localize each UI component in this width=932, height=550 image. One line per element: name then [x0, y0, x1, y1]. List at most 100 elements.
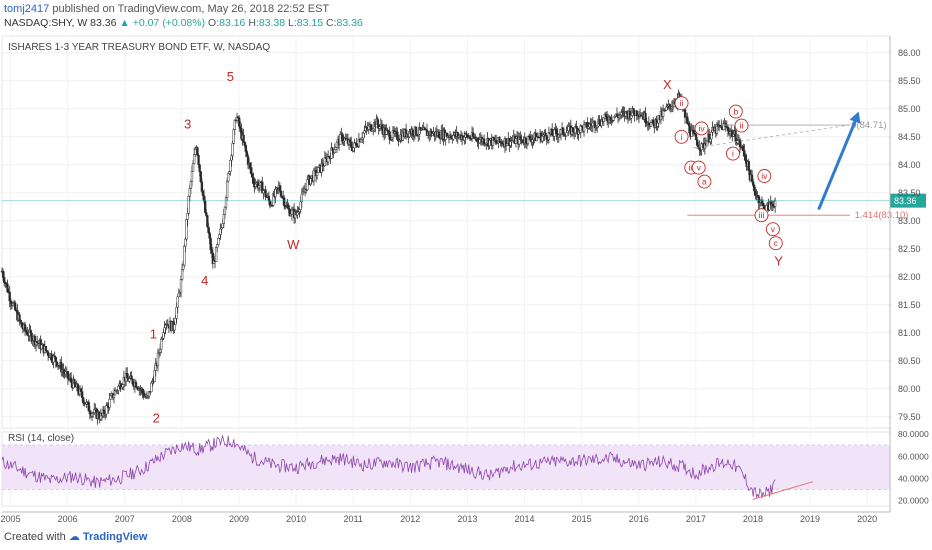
candle-up [565, 132, 568, 137]
candle-down [771, 203, 775, 207]
candle-down [593, 121, 597, 129]
time-tick-label: 2008 [172, 514, 192, 524]
candle-up [112, 394, 116, 399]
wave-circle-label: ii [740, 121, 744, 131]
candle-up [217, 238, 220, 245]
candle-up [478, 139, 481, 144]
candle-down [3, 277, 6, 283]
close-value: 83.36 [336, 17, 363, 29]
candle-up [514, 138, 518, 144]
candle-up [316, 172, 319, 176]
candle-up [567, 126, 570, 132]
candle-up [710, 132, 713, 140]
candle-down [251, 173, 254, 178]
candle-up [190, 171, 194, 182]
candle-down [267, 195, 271, 201]
candle-down [750, 174, 754, 182]
candle-up [109, 395, 112, 400]
candle-down [471, 132, 475, 138]
wave-label: 5 [227, 69, 234, 84]
author-link[interactable]: tomj2417 [4, 3, 50, 15]
candle-up [359, 139, 363, 143]
candle-down [279, 190, 283, 197]
candle-down [615, 113, 619, 117]
candle-up [108, 398, 111, 408]
wave-circle-label: v [697, 163, 702, 173]
candle-down [414, 126, 418, 136]
time-tick-label: 2007 [115, 514, 135, 524]
close-label: C: [325, 17, 337, 29]
candle-up [163, 327, 166, 333]
open-label: O: [208, 17, 220, 29]
candle-up [463, 137, 466, 141]
rsi-title: RSI (14, close) [8, 433, 74, 444]
last-price-badge [890, 193, 926, 208]
candle-down [683, 109, 687, 118]
candle-down [97, 412, 100, 418]
candle-up [90, 413, 94, 417]
price-tick-label: 85.50 [898, 76, 921, 86]
candle-down [244, 145, 247, 152]
ohlc-bar: NASDAQ:SHY, W 83.36 ▲ +0.07 (+0.08%) O:8… [4, 17, 363, 29]
candle-down [79, 388, 83, 392]
candle-down [242, 134, 245, 143]
wave-circle [757, 169, 772, 183]
time-tick-label: 2015 [572, 514, 592, 524]
wave-circle-label: iv [761, 171, 768, 181]
candle-down [686, 116, 689, 124]
fib-trend-dashed [692, 124, 851, 149]
candle-down [1, 271, 5, 278]
footer: Created with ☁ TradingView [4, 530, 147, 543]
main-pane-frame [1, 35, 891, 429]
candle-down [380, 124, 384, 130]
candles-layer [0, 89, 777, 425]
tradingview-brand[interactable]: TradingView [82, 531, 148, 543]
candle-down [102, 409, 106, 415]
candle-down [341, 133, 344, 142]
candle-up [335, 141, 339, 148]
wave-label: 3 [184, 116, 191, 131]
candle-down [743, 150, 746, 157]
projection-arrow [817, 119, 858, 211]
candle-up [309, 178, 312, 185]
candle-down [652, 119, 655, 124]
wave-label: X [663, 77, 672, 92]
wave-circle-label: i [732, 149, 734, 159]
candle-down [754, 190, 757, 196]
open-value: 83.16 [219, 17, 246, 29]
candle-down [524, 137, 527, 144]
time-tick-label: 2012 [400, 514, 420, 524]
candle-down [126, 373, 129, 379]
candle-up [290, 209, 294, 215]
wave-label: 1 [150, 326, 157, 341]
candle-down [9, 300, 12, 304]
candle-down [498, 136, 501, 142]
candle-up [219, 228, 222, 235]
candle-up [177, 292, 180, 298]
candle-down [243, 141, 246, 146]
candle-down [761, 202, 765, 206]
candle-down [245, 151, 249, 157]
rsi-tick-label: 80.0000 [898, 429, 929, 439]
chart-title: ISHARES 1-3 YEAR TREASURY BOND ETF, W, N… [8, 42, 270, 53]
candle-down [20, 322, 23, 328]
candle-up [559, 129, 563, 135]
wave-circle-label: iii [688, 163, 694, 173]
candle-down [30, 332, 33, 342]
candle-up [352, 147, 355, 152]
candle-down [199, 171, 202, 183]
wave-circle [726, 146, 740, 161]
candle-up [541, 136, 544, 142]
candle-up [184, 238, 187, 247]
price-tick-label: 80.00 [898, 384, 921, 394]
candle-up [232, 129, 235, 144]
price-tick-label: 83.00 [898, 216, 921, 226]
wave-circle [768, 236, 783, 251]
candle-up [187, 196, 190, 214]
candle-down [76, 383, 79, 392]
last-price-badge-text: 83.36 [894, 196, 917, 206]
candle-up [105, 405, 108, 415]
candle-down [450, 135, 453, 139]
created-with-label: Created with [4, 531, 66, 543]
